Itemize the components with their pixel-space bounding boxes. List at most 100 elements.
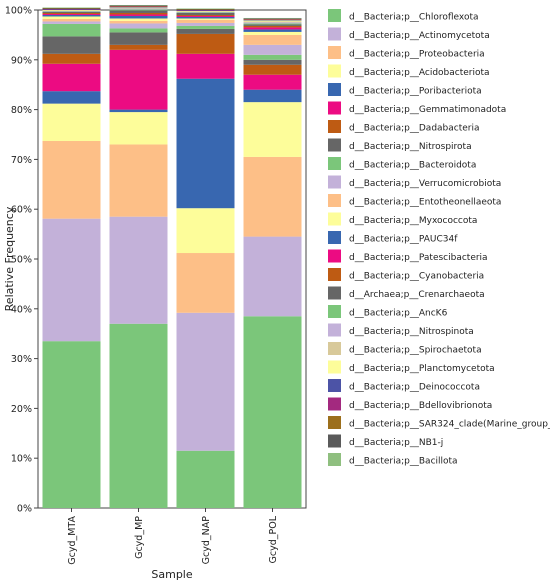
bar-segment (243, 102, 302, 157)
bar-segment (109, 144, 168, 217)
bar-segment (243, 23, 302, 25)
bar-segment (109, 109, 168, 113)
x-tick-label: Gcyd_POL (268, 515, 279, 563)
bar-segment (243, 24, 302, 26)
bar-segment (42, 36, 101, 54)
y-tick-label: 20% (11, 404, 32, 415)
legend-label: d__Bacteria;p__SAR324_clade(Marine_group… (349, 420, 550, 430)
legend-swatch (328, 120, 341, 133)
legend-swatch (328, 379, 341, 392)
legend-label: d__Bacteria;p__Poribacteriota (349, 87, 482, 97)
legend-swatch (328, 101, 341, 115)
y-tick-label: 0% (17, 504, 32, 515)
bar-segment (109, 28, 168, 33)
bar-segment (243, 20, 302, 22)
bar-segment (176, 312, 235, 451)
legend-swatch (328, 64, 341, 78)
bar-segment (42, 11, 101, 13)
legend-swatch (328, 27, 341, 41)
legend-label: d__Bacteria;p__Planctomycetota (349, 364, 495, 374)
x-axis-label: Sample (151, 568, 192, 581)
y-tick-label: 90% (11, 55, 32, 66)
bar-segment (42, 16, 101, 19)
bars-group (42, 5, 302, 508)
legend-swatch (328, 268, 341, 281)
bar-segment (109, 323, 168, 508)
bar-segment (176, 450, 235, 508)
bar-segment (243, 27, 302, 30)
bar-segment (243, 25, 302, 28)
legend-label: d__Bacteria;p__AncK6 (349, 309, 448, 319)
bar-segment (243, 74, 302, 90)
legend-swatch (328, 46, 341, 59)
bar-segment (176, 19, 235, 23)
legend-label: d__Bacteria;p__Verrucomicrobiota (349, 179, 501, 189)
bar-segment (42, 341, 101, 508)
y-axis: 0% 10% 20% 30% 40% 50% 60% 70% 80% 90% 100% (5, 6, 38, 515)
bar-segment (176, 15, 235, 17)
legend-label: d__Bacteria;p__Patescibacteria (349, 253, 488, 263)
bar-segment (176, 78, 235, 209)
bar-segment (243, 31, 302, 35)
legend-swatch (328, 434, 341, 448)
bar-segment (42, 21, 101, 24)
legend-swatch (328, 212, 341, 226)
x-tick-label: Gcyd_NAP (201, 516, 212, 565)
legend-label: d__Bacteria;p__Nitrospinota (349, 327, 474, 337)
bar-segment (109, 10, 168, 13)
bar-segment (109, 32, 168, 45)
legend: d__Bacteria;p__Chloroflexota d__Bacteria;… (328, 9, 550, 467)
legend-swatch (328, 194, 341, 207)
bar-segment (109, 18, 168, 21)
legend-swatch (328, 231, 341, 244)
y-tick-label: 10% (11, 454, 32, 465)
x-axis: Gcyd_MTA Gcyd_MP Gcyd_NAP Gcyd_POL (67, 508, 279, 565)
legend-label: d__Bacteria;p__Bacillota (349, 457, 458, 467)
bar-segment (176, 208, 235, 254)
legend-label: d__Bacteria;p__Deinococcota (349, 383, 480, 393)
bar-segment (176, 22, 235, 26)
bar-segment (42, 13, 101, 15)
bar-segment (176, 253, 235, 313)
legend-swatch (328, 360, 341, 374)
bar-segment (176, 28, 235, 34)
x-tick-label: Gcyd_MP (134, 516, 145, 559)
bar-segment (42, 14, 101, 17)
y-tick-label: 40% (11, 304, 32, 315)
legend-swatch (328, 138, 341, 152)
legend-swatch (328, 157, 341, 170)
bar-segment (176, 18, 235, 20)
bar-segment (176, 25, 235, 29)
bar-segment (109, 8, 168, 10)
legend-label: d__Bacteria;p__Proteobacteria (349, 50, 485, 60)
bar-segment (109, 23, 168, 29)
bar-segment (243, 236, 302, 317)
bar-segment (243, 44, 302, 55)
bar-segment (109, 49, 168, 110)
legend-label: d__Bacteria;p__NB1-j (349, 438, 443, 448)
legend-label: d__Bacteria;p__Bdellovibrionota (349, 401, 492, 411)
legend-label: d__Archaea;p__Crenarchaeota (349, 290, 485, 300)
x-tick-label: Gcyd_MTA (67, 516, 78, 565)
bar-segment (109, 216, 168, 324)
legend-swatch (328, 286, 341, 300)
bar-segment (243, 22, 302, 24)
bar-segment (42, 12, 101, 14)
bar-segment (176, 53, 235, 79)
legend-label: d__Bacteria;p__PAUC34f (349, 235, 458, 245)
bar-segment (42, 103, 101, 141)
bar-segment (42, 18, 101, 22)
y-tick-label: 70% (11, 155, 32, 166)
bar-segment (42, 218, 101, 342)
legend-label: d__Bacteria;p__Entotheonellaeota (349, 198, 501, 208)
legend-label: d__Bacteria;p__Actinomycetota (349, 31, 490, 41)
bar-segment (176, 12, 235, 15)
bar-segment (243, 21, 302, 23)
bar-segment (176, 14, 235, 16)
y-tick-label: 60% (11, 205, 32, 216)
legend-swatch (328, 323, 341, 337)
y-tick-label: 100% (5, 6, 32, 17)
legend-swatch (328, 83, 341, 96)
legend-swatch (328, 249, 341, 263)
